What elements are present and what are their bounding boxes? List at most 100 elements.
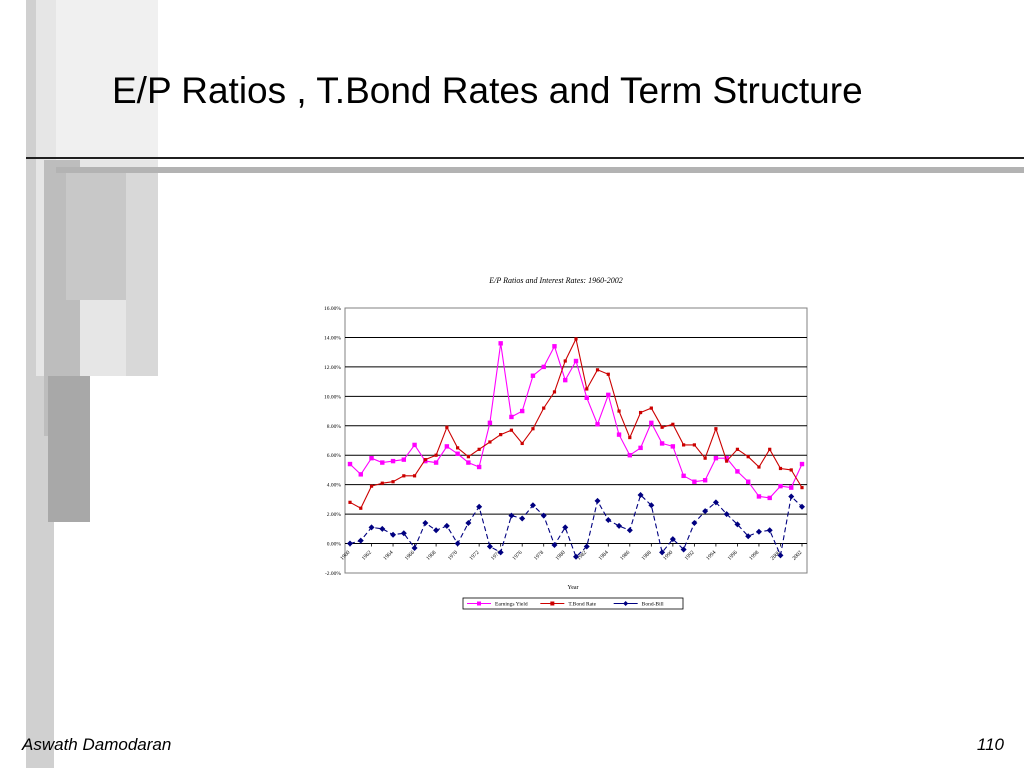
data-point bbox=[358, 472, 363, 477]
legend-box bbox=[462, 597, 684, 610]
data-point bbox=[357, 537, 364, 544]
data-point bbox=[359, 506, 363, 510]
slide-title: E/P Ratios , T.Bond Rates and Term Struc… bbox=[112, 70, 863, 111]
data-point bbox=[422, 519, 429, 526]
y-tick-label: 12.00% bbox=[324, 365, 341, 371]
data-point bbox=[563, 377, 568, 383]
data-point bbox=[649, 420, 654, 426]
data-point bbox=[486, 543, 493, 550]
legend-label: Bond-Bill bbox=[642, 602, 664, 608]
title-divider bbox=[26, 157, 1024, 159]
series-layer bbox=[347, 337, 805, 560]
footer-author: Aswath Damodaran bbox=[22, 735, 172, 754]
data-point bbox=[444, 444, 450, 449]
data-point bbox=[477, 447, 481, 451]
data-point bbox=[680, 546, 687, 553]
data-point bbox=[626, 527, 633, 534]
slide-decor-bar-inner-light bbox=[126, 172, 158, 376]
x-axis-label: Year bbox=[567, 585, 578, 591]
data-point bbox=[348, 500, 352, 504]
legend-swatch-marker bbox=[550, 601, 555, 606]
data-point bbox=[466, 455, 470, 459]
data-point bbox=[454, 540, 461, 547]
data-point bbox=[552, 344, 557, 349]
chart-title: E/P Ratios and Interest Rates: 1960-2002 bbox=[488, 276, 623, 285]
data-point bbox=[616, 432, 622, 437]
data-point bbox=[691, 519, 698, 526]
data-point bbox=[455, 451, 460, 456]
data-point bbox=[703, 456, 707, 460]
data-point bbox=[380, 481, 384, 485]
data-point bbox=[369, 455, 374, 461]
legend-label: Earnings Yield bbox=[495, 602, 528, 608]
data-point bbox=[757, 465, 761, 469]
data-point bbox=[724, 455, 729, 461]
y-tick-label: 4.00% bbox=[327, 483, 342, 489]
data-point bbox=[347, 461, 353, 467]
title-divider-shadow bbox=[56, 167, 1024, 173]
data-point bbox=[540, 512, 547, 519]
data-point bbox=[659, 549, 666, 556]
slide-decor-bar-dark bbox=[48, 376, 90, 522]
data-point bbox=[595, 368, 600, 372]
data-point bbox=[412, 474, 417, 478]
data-point bbox=[531, 427, 535, 431]
data-point bbox=[756, 494, 762, 499]
data-point bbox=[713, 455, 719, 461]
data-point bbox=[562, 524, 569, 531]
data-point bbox=[519, 408, 525, 414]
data-point bbox=[487, 420, 493, 426]
y-tick-label: 8.00% bbox=[327, 424, 342, 430]
data-point bbox=[606, 392, 611, 398]
data-point bbox=[649, 406, 653, 410]
data-point bbox=[799, 461, 805, 467]
data-point bbox=[594, 497, 601, 504]
data-point bbox=[682, 443, 686, 447]
data-point bbox=[670, 444, 676, 449]
data-point bbox=[585, 387, 589, 391]
data-point bbox=[637, 491, 644, 498]
data-point bbox=[465, 519, 472, 526]
data-point bbox=[671, 422, 675, 426]
data-point bbox=[488, 440, 492, 444]
data-point bbox=[702, 508, 709, 515]
legend-label: T.Bond Rate bbox=[568, 602, 596, 608]
data-point bbox=[508, 512, 515, 519]
slide-decor-bar-inner bbox=[66, 172, 126, 300]
data-point bbox=[347, 540, 353, 547]
data-point bbox=[573, 358, 579, 364]
data-point bbox=[725, 459, 729, 463]
data-point bbox=[552, 390, 557, 394]
data-point bbox=[551, 542, 558, 549]
y-tick-labels: -2.00% 0.00% 2.00% 4.00% 6.00% 8.00% 10.00% 12.… bbox=[324, 306, 341, 577]
data-point bbox=[659, 441, 665, 446]
grid-layer bbox=[345, 336, 807, 545]
data-point bbox=[520, 441, 524, 446]
data-point bbox=[401, 457, 407, 462]
data-point bbox=[466, 460, 471, 465]
data-point bbox=[368, 524, 375, 531]
data-point bbox=[423, 458, 427, 462]
data-point bbox=[434, 453, 438, 457]
data-point bbox=[638, 410, 643, 415]
y-tick-label: 6.00% bbox=[327, 453, 342, 459]
data-point bbox=[616, 522, 623, 529]
data-point bbox=[702, 478, 708, 483]
data-point bbox=[433, 527, 440, 534]
data-point bbox=[789, 485, 794, 490]
legend: Earnings Yield T.Bond Rate Bond-Bill bbox=[462, 597, 684, 610]
data-point bbox=[445, 425, 449, 429]
data-point bbox=[391, 480, 395, 484]
page-number: 110 bbox=[976, 735, 1004, 754]
data-point bbox=[606, 372, 610, 376]
y-tick-label: 0.00% bbox=[327, 542, 342, 548]
data-point bbox=[778, 466, 783, 471]
legend-swatch-marker bbox=[477, 601, 481, 606]
data-point bbox=[595, 422, 600, 427]
data-point bbox=[660, 425, 664, 429]
data-point bbox=[476, 503, 483, 510]
data-point bbox=[443, 522, 450, 529]
data-point bbox=[563, 359, 567, 363]
data-point bbox=[745, 533, 752, 540]
chart-area: E/P Ratios and Interest Rates: 1960-2002… bbox=[300, 260, 830, 615]
